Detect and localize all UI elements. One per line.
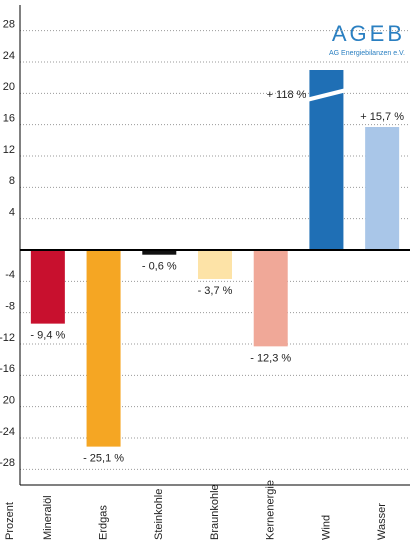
bar <box>30 250 65 324</box>
x-tick-label: Mineralöl <box>42 495 54 540</box>
x-tick-label: Wind <box>320 515 332 540</box>
y-tick-label: 12 <box>3 144 15 156</box>
y-tick-label: 20 <box>3 81 15 93</box>
x-tick-label: Wasser <box>376 503 388 540</box>
value-label: - 3,7 % <box>198 285 233 297</box>
bar <box>253 250 288 347</box>
x-tick-label: Kernenergie <box>265 480 277 540</box>
axis-break <box>305 88 347 102</box>
y-tick-label: -12 <box>0 332 15 344</box>
y-axis-label: Prozent <box>4 502 16 540</box>
y-tick-label: 4 <box>9 207 15 219</box>
y-tick-label: -8 <box>5 301 15 313</box>
value-label: - 0,6 % <box>142 261 177 273</box>
value-label: - 9,4 % <box>30 330 65 342</box>
bar <box>309 70 344 250</box>
y-tick-label: 24 <box>3 50 15 62</box>
value-label: - 25,1 % <box>83 453 124 465</box>
bar <box>86 250 121 447</box>
y-tick-label: -28 <box>0 457 15 469</box>
y-tick-label: -4 <box>5 269 15 281</box>
x-tick-label: Steinkohle <box>153 489 165 540</box>
bar <box>365 127 400 250</box>
y-tick-label: 28 <box>3 19 15 31</box>
bar <box>198 250 232 279</box>
y-tick-label: -24 <box>0 426 15 438</box>
value-label: + 118 % <box>267 89 307 101</box>
y-tick-label: -16 <box>0 363 15 375</box>
logo-subtitle: AG Energiebilanzen e.V. <box>329 50 405 57</box>
logo: AGEB <box>332 21 405 46</box>
bar <box>142 250 177 255</box>
value-label: - 12,3 % <box>250 352 291 364</box>
y-tick-label: 8 <box>9 175 15 187</box>
y-tick-label: 20 <box>3 395 15 407</box>
value-label: + 15,7 % <box>360 111 404 123</box>
x-tick-label: Braunkohle <box>209 484 221 540</box>
x-tick-label: Erdgas <box>97 505 109 540</box>
y-tick-label: 16 <box>3 113 15 125</box>
